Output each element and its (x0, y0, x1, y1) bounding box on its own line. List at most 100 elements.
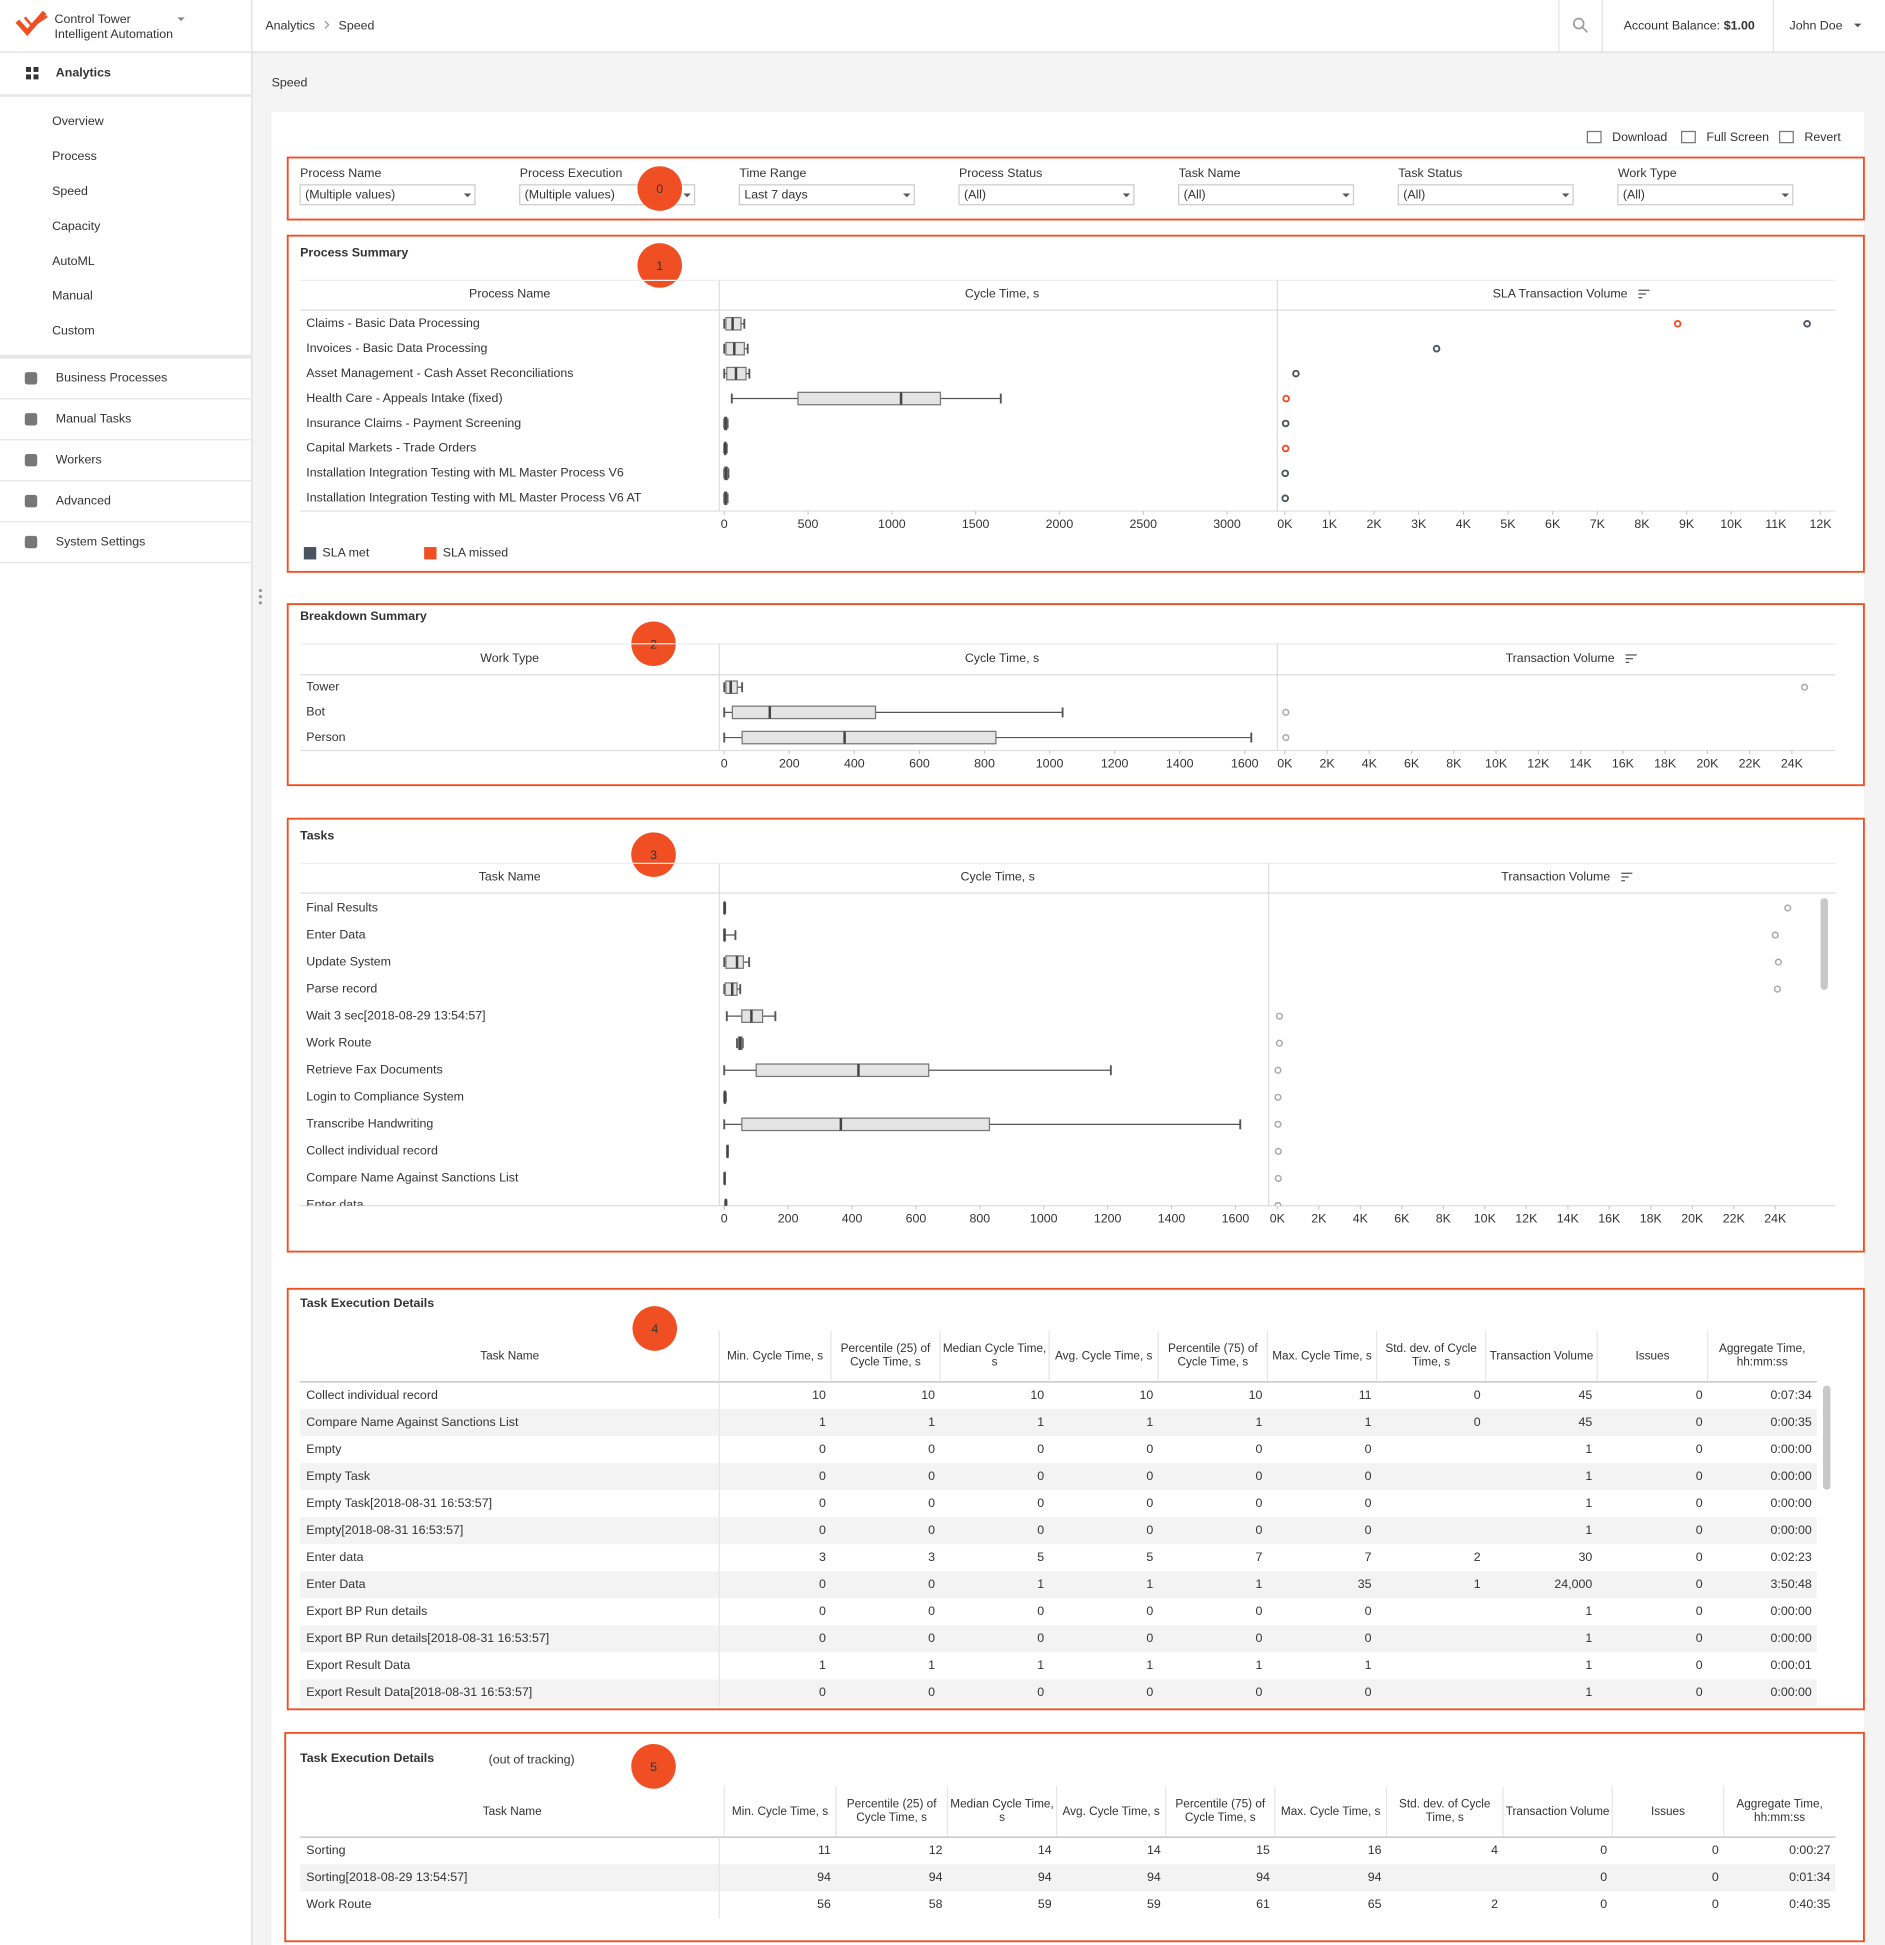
dropdown-caret (903, 193, 911, 198)
x-tick-label: 200 (779, 756, 800, 770)
toolbar-button[interactable]: Download (1612, 130, 1667, 144)
x-tick-label: 4K (1456, 517, 1472, 531)
row-label: Claims - Basic Data Processing (306, 316, 480, 330)
volume-dot (1282, 394, 1290, 403)
column-header: Std. dev. of Cycle Time, s (1399, 1797, 1491, 1825)
user-caret[interactable] (1853, 23, 1862, 28)
cell-value: 56 (817, 1897, 831, 1911)
cell-text: Empty Task[2018-08-31 16:53:57] (306, 1496, 492, 1510)
sidebar-item[interactable]: Process (52, 149, 97, 163)
search-icon[interactable] (1572, 17, 1585, 30)
rows: Final Results Enter Data Update System Pars… (306, 900, 1792, 1206)
nav-item[interactable]: Manual Tasks (56, 412, 132, 426)
column-header-cell: Min. Cycle Time, s (726, 1348, 824, 1363)
balance-label: Account Balance: (1624, 18, 1720, 32)
dropdown-caret (1342, 193, 1350, 198)
cell-value: 0 (1696, 1388, 1703, 1402)
filter-dropdown[interactable] (1397, 184, 1574, 206)
x-tick-label: 8K (1436, 1212, 1452, 1226)
column-header: Process Name (469, 286, 550, 300)
row-stripe (300, 1409, 1817, 1437)
filter-dropdown[interactable] (738, 184, 915, 206)
cell-text: Sorting (306, 1843, 345, 1857)
breadcrumb[interactable]: Analytics (265, 18, 315, 32)
sidebar-item[interactable]: Capacity (52, 219, 101, 233)
scrollbar[interactable] (1820, 898, 1828, 990)
cell-text: Empty[2018-08-31 16:53:57] (306, 1523, 463, 1537)
cell-value: 11 (1359, 1388, 1372, 1402)
filter-dropdown[interactable] (1178, 184, 1355, 206)
cell-value: 0:01:34 (1789, 1870, 1830, 1884)
resize-handle[interactable] (258, 588, 263, 593)
filter-value: Last 7 days (744, 188, 807, 202)
nav-icon (24, 494, 38, 508)
column-header: Min. Cycle Time, s (726, 1348, 824, 1363)
x-tick-label: 18K (1640, 1212, 1663, 1226)
user-name[interactable]: John Doe (1790, 18, 1843, 32)
cell-value: 10 (1140, 1388, 1154, 1402)
toolbar-button[interactable]: Full Screen (1706, 130, 1769, 144)
row-label: Parse record (306, 981, 377, 995)
cell-value: 0 (1474, 1415, 1481, 1429)
sidebar-item[interactable]: Speed (52, 184, 88, 198)
filter-dropdown[interactable] (958, 184, 1135, 206)
cell-value: 1 (1365, 1415, 1372, 1429)
sidebar-item[interactable]: Custom (52, 324, 95, 338)
cell-value: 0 (1256, 1631, 1263, 1645)
cell-value: 5 (1037, 1550, 1044, 1564)
toolbar-button[interactable]: Revert (1804, 130, 1841, 144)
filter-dropdown[interactable] (299, 184, 476, 206)
table-title: Task Execution Details (300, 1751, 434, 1765)
x-tick-label: 800 (970, 1212, 991, 1226)
x-tick-label: 22K (1739, 756, 1762, 770)
cell-value: 0 (1146, 1685, 1153, 1699)
box (725, 955, 745, 969)
sidebar-item[interactable]: AutoML (52, 254, 95, 268)
cell-value: 94 (1368, 1870, 1382, 1884)
x-tick-label: 10K (1720, 517, 1743, 531)
sidebar-item[interactable]: Manual (52, 289, 93, 303)
nav-item[interactable]: Business Processes (56, 371, 168, 385)
filter-dropdown[interactable] (1617, 184, 1794, 206)
cell-value: 65 (1368, 1897, 1382, 1911)
highlight-box (286, 1287, 1865, 1711)
x-tick-label: 1400 (1158, 1212, 1186, 1226)
nav-item[interactable]: System Settings (56, 534, 146, 548)
step-marker (631, 832, 676, 877)
volume-dot (1274, 1174, 1282, 1183)
cell-value: 1 (1146, 1658, 1153, 1672)
logo-subtitle: Intelligent Automation (55, 27, 174, 41)
sidebar-item[interactable]: Overview (52, 114, 104, 128)
step-marker (631, 1744, 676, 1789)
column-header: Aggregate Time, hh:mm:ss (1718, 1342, 1806, 1370)
cell-value: 0 (1365, 1469, 1372, 1483)
nav-item[interactable]: Advanced (56, 493, 111, 507)
logo-caret[interactable] (177, 17, 185, 22)
cell-value: 0 (1696, 1523, 1703, 1537)
cell-value: 0 (1696, 1685, 1703, 1699)
step-marker-label: 4 (651, 1322, 658, 1336)
volume-dot (1784, 904, 1792, 912)
column-header: Median Cycle Time, s (950, 1797, 1054, 1825)
cell-value: 59 (1038, 1897, 1052, 1911)
cell-value: 1 (1585, 1685, 1592, 1699)
cell-text: Export BP Run details[2018-08-31 16:53:5… (306, 1631, 549, 1645)
column-header: Transaction Volume (1506, 651, 1615, 665)
column-header-cell: Aggregate Time, hh:mm:ss (1718, 1342, 1806, 1370)
scrollbar[interactable] (1822, 1385, 1831, 1490)
x-tick-label: 20K (1696, 756, 1719, 770)
cell-value: 3 (819, 1550, 826, 1564)
row-label: Person (306, 730, 345, 744)
nav-item[interactable]: Workers (56, 452, 102, 466)
volume-dot (1281, 419, 1290, 428)
cell-value: 4 (1491, 1843, 1498, 1857)
x-tick-label: 0K (1277, 756, 1293, 770)
cell-value: 94 (1038, 1870, 1052, 1884)
volume-dot (1800, 683, 1809, 691)
row-label: Collect individual record (306, 1144, 438, 1158)
cell-value: 15 (1256, 1843, 1270, 1857)
cell-value: 1 (1037, 1415, 1044, 1429)
dropdown-caret (683, 193, 691, 198)
x-tick-label: 10K (1485, 756, 1508, 770)
